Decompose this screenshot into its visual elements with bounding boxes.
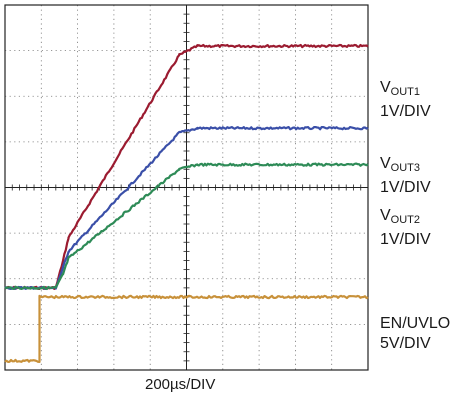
vout3-label: VOUT3 1V/DIV bbox=[380, 155, 431, 196]
trace-vout3 bbox=[4, 126, 369, 290]
trace-en-uvlo bbox=[4, 294, 369, 363]
vout3-scale: 1V/DIV bbox=[380, 179, 431, 196]
trace-vout1 bbox=[4, 43, 369, 290]
vout2-scale: 1V/DIV bbox=[380, 231, 431, 248]
vout2-label: VOUT2 1V/DIV bbox=[380, 207, 431, 248]
trace-vout2 bbox=[4, 162, 369, 291]
en-uvlo-scale: 5V/DIV bbox=[380, 335, 431, 352]
plot-grid bbox=[4, 4, 369, 371]
vout1-scale: 1V/DIV bbox=[380, 103, 431, 120]
vout1-label: VOUT1 1V/DIV bbox=[380, 79, 431, 120]
timebase-label: 200µs/DIV bbox=[145, 376, 216, 393]
waveform-traces bbox=[4, 43, 369, 363]
plot-frame bbox=[4, 4, 369, 371]
en-uvlo-label: EN/UVLO 5V/DIV bbox=[380, 315, 451, 352]
